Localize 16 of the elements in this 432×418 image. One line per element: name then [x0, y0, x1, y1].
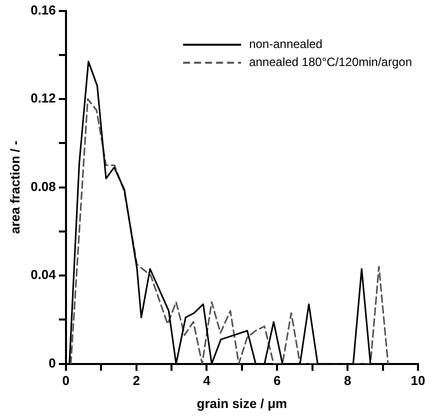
x-tick-label: 10: [410, 373, 426, 388]
x-tick-label: 0: [62, 373, 70, 388]
x-tick-label: 6: [274, 373, 281, 388]
x-tick-label: 4: [203, 373, 212, 388]
y-tick-label: 0.04: [30, 267, 57, 282]
y-tick-label: 0.12: [30, 90, 56, 106]
y-tick-label: 0.16: [30, 2, 56, 18]
legend-label: non-annealed: [249, 37, 322, 52]
y-tick-label: 0.08: [30, 178, 56, 194]
y-tick-label: 0: [48, 355, 56, 370]
y-axis-title: area fraction / -: [7, 140, 22, 234]
legend-label: annealed 180°C/120min/argon: [249, 55, 412, 70]
line-series: [70, 98, 389, 364]
x-tick-label: 2: [132, 373, 140, 388]
x-axis-title: grain size / μm: [196, 396, 288, 411]
x-tick-label: 8: [344, 373, 352, 388]
